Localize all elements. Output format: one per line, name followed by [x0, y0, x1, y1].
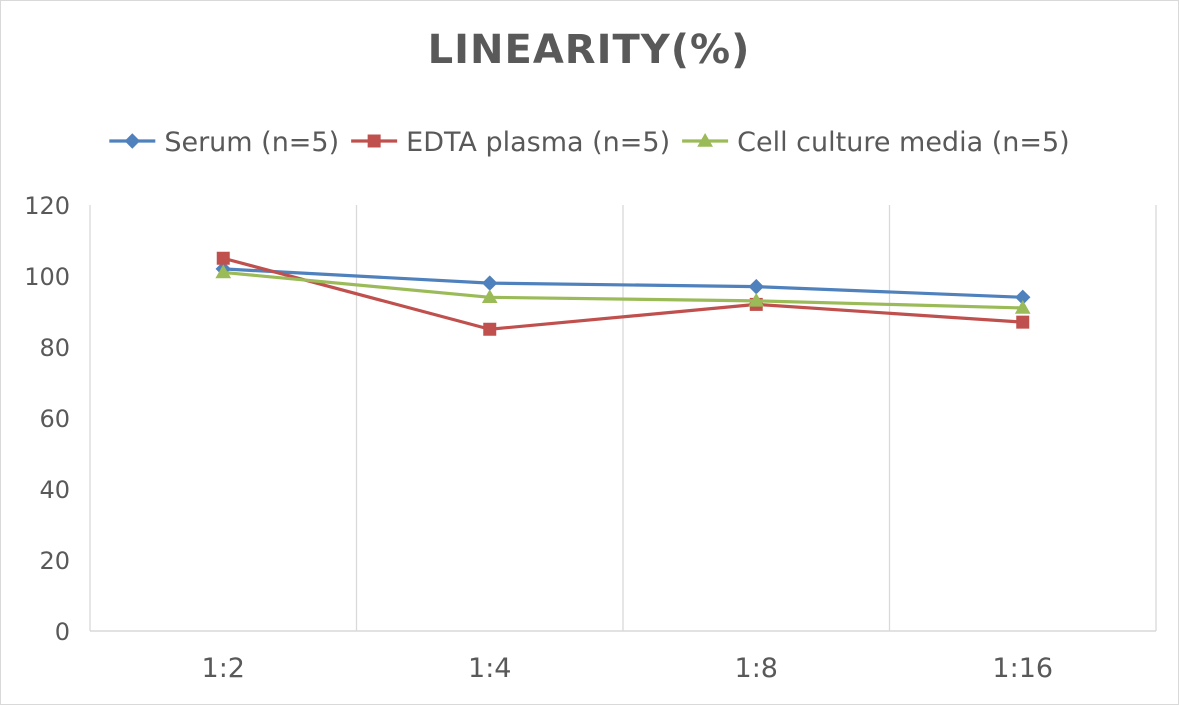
data-point [216, 251, 230, 265]
series-layer [215, 251, 1031, 336]
y-tick-label: 20 [39, 547, 70, 575]
y-tick-label: 120 [24, 192, 70, 220]
series-line [223, 270, 1023, 310]
legend-label: Serum (n=5) [164, 127, 339, 158]
legend-item: EDTA plasma (n=5) [351, 127, 670, 158]
series-3 [215, 264, 1031, 314]
data-point [215, 264, 232, 279]
y-tick-label: 0 [55, 618, 70, 646]
legend-marker [367, 134, 381, 148]
y-tick-label: 100 [24, 263, 70, 291]
legend: Serum (n=5) EDTA plasma (n=5) Cell culture… [109, 127, 1070, 158]
y-tick-label: 60 [39, 405, 70, 433]
y-tick-label: 40 [39, 476, 70, 504]
data-point [748, 292, 765, 307]
chart-title: LINEARITY(%) [428, 27, 751, 73]
x-tick-label: 1:8 [735, 653, 778, 684]
x-tick-label: 1:4 [468, 653, 511, 684]
legend-marker [697, 132, 713, 147]
data-point [483, 322, 497, 336]
legend-label: EDTA plasma (n=5) [406, 127, 670, 158]
series-line [223, 267, 1023, 299]
x-tick-label: 1:2 [202, 653, 245, 684]
legend-item: Cell culture media (n=5) [682, 127, 1070, 158]
x-tick-label: 1:16 [992, 653, 1053, 684]
series-line [222, 256, 1023, 331]
axes: 0 20 40 60 80 100 120 1:2 1:4 1:8 1:16 [24, 192, 1156, 684]
y-tick-label: 80 [39, 334, 70, 362]
legend-marker [124, 133, 141, 149]
legend-item: Serum (n=5) [109, 127, 339, 158]
data-point [1014, 299, 1031, 314]
legend-label: Cell culture media (n=5) [737, 127, 1070, 158]
data-point [1016, 315, 1030, 329]
data-point [481, 289, 498, 304]
data-point [748, 278, 764, 295]
data-point [482, 275, 498, 291]
